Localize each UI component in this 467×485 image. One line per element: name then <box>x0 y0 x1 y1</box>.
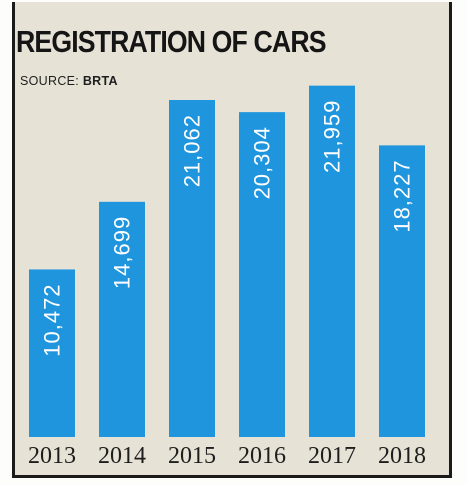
x-tick-label-2014: 2014 <box>98 443 146 469</box>
bar-2017 <box>309 85 355 437</box>
bar-2013 <box>29 269 75 437</box>
x-tick-label-2017: 2017 <box>308 443 356 469</box>
bar-2016 <box>239 112 285 438</box>
bar-value-label-2017: 21,959 <box>320 100 345 173</box>
bar-value-label-2014: 14,699 <box>110 216 135 289</box>
x-tick-label-2018: 2018 <box>378 443 426 469</box>
source-name: BRTA <box>82 74 118 88</box>
source-label: SOURCE: <box>20 74 80 88</box>
bar-value-label-2018: 18,227 <box>390 159 415 232</box>
chart-title: REGISTRATION OF CARS <box>16 24 327 59</box>
x-tick-label-2016: 2016 <box>238 443 286 469</box>
chart-source: SOURCE: BRTA <box>20 74 118 88</box>
bar-value-label-2013: 10,472 <box>40 283 65 356</box>
bar-2014 <box>99 201 145 437</box>
bar-value-label-2016: 20,304 <box>250 126 275 199</box>
bar-value-label-2015: 21,062 <box>180 114 205 187</box>
chart-frame <box>12 2 452 478</box>
x-tick-label-2013: 2013 <box>28 443 76 469</box>
bar-2015 <box>169 100 215 438</box>
bar-2018 <box>379 145 425 438</box>
x-tick-label-2015: 2015 <box>168 443 216 469</box>
